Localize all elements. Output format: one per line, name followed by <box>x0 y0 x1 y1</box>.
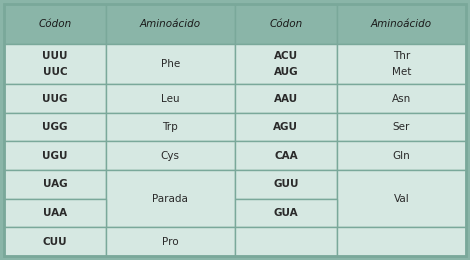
Bar <box>235 44 337 84</box>
Text: GUU: GUU <box>273 179 298 189</box>
Text: UGG: UGG <box>42 122 68 132</box>
Text: Gln: Gln <box>392 151 410 161</box>
Text: AAU: AAU <box>274 94 298 103</box>
Text: UUG: UUG <box>42 94 68 103</box>
Text: UAG: UAG <box>42 179 67 189</box>
Text: UUU: UUU <box>42 51 68 61</box>
Bar <box>106 141 235 170</box>
Text: AUG: AUG <box>274 67 298 77</box>
Text: Aminoácido: Aminoácido <box>371 19 432 29</box>
Bar <box>235 199 337 227</box>
Bar <box>337 227 466 256</box>
Text: UGU: UGU <box>42 151 68 161</box>
Bar <box>4 199 106 227</box>
Text: Códon: Códon <box>38 19 71 29</box>
Bar <box>106 227 235 256</box>
Text: Cys: Cys <box>161 151 180 161</box>
Text: Pro: Pro <box>162 237 179 247</box>
Text: Val: Val <box>393 194 409 204</box>
Text: Asn: Asn <box>392 94 411 103</box>
Bar <box>106 44 235 84</box>
Bar <box>235 227 337 256</box>
Text: ACU: ACU <box>274 51 298 61</box>
Bar <box>337 44 466 84</box>
Text: CUU: CUU <box>42 237 67 247</box>
Text: Códon: Códon <box>269 19 303 29</box>
Text: UUC: UUC <box>42 67 67 77</box>
Text: Phe: Phe <box>161 59 180 69</box>
Bar <box>106 170 235 227</box>
Text: UAA: UAA <box>43 208 67 218</box>
Bar <box>235 141 337 170</box>
Bar <box>4 170 106 199</box>
Bar <box>4 4 106 44</box>
Text: Trp: Trp <box>163 122 178 132</box>
Bar <box>106 4 235 44</box>
Bar <box>106 84 235 113</box>
Text: Thr: Thr <box>393 51 410 61</box>
Bar <box>337 4 466 44</box>
Bar <box>4 113 106 141</box>
Bar <box>337 113 466 141</box>
Bar <box>106 113 235 141</box>
Text: Met: Met <box>392 67 411 77</box>
Bar <box>235 170 337 199</box>
Text: Ser: Ser <box>392 122 410 132</box>
Bar <box>235 113 337 141</box>
Text: Aminoácido: Aminoácido <box>140 19 201 29</box>
Bar <box>337 84 466 113</box>
Bar <box>4 84 106 113</box>
Bar <box>337 170 466 227</box>
Text: Leu: Leu <box>161 94 180 103</box>
Bar <box>235 4 337 44</box>
Bar <box>4 141 106 170</box>
Text: CAA: CAA <box>274 151 298 161</box>
Text: AGU: AGU <box>274 122 298 132</box>
Text: Parada: Parada <box>152 194 188 204</box>
Bar <box>337 141 466 170</box>
Text: GUA: GUA <box>274 208 298 218</box>
Bar <box>4 227 106 256</box>
Bar <box>4 44 106 84</box>
Bar <box>235 84 337 113</box>
